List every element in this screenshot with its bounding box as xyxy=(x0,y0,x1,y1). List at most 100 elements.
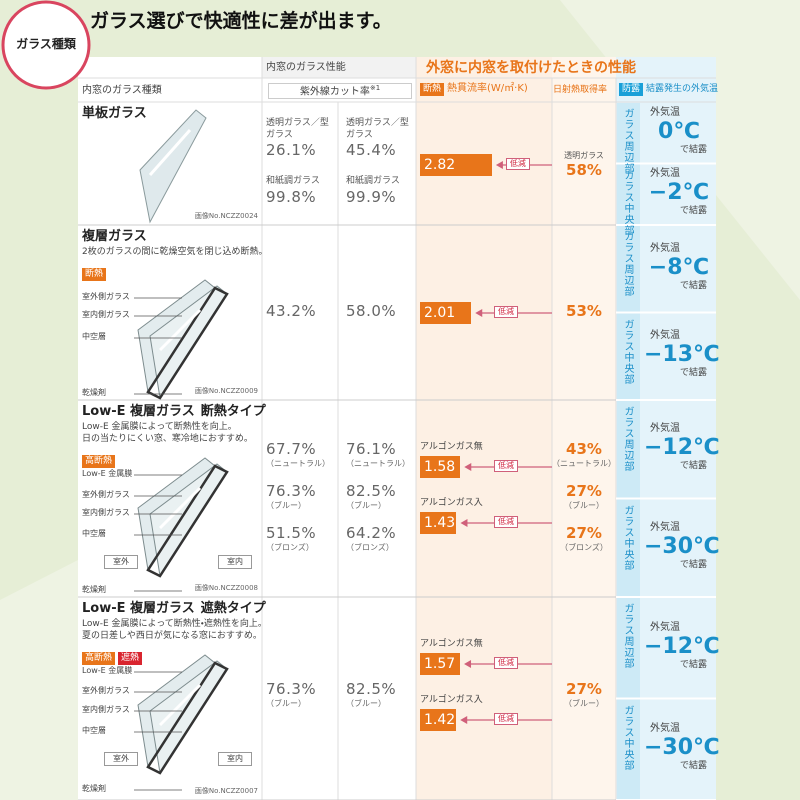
heat-value: 1.58 xyxy=(424,459,456,475)
dew-area: ガラス中央部 xyxy=(622,169,633,236)
uv-value: 82.5% xyxy=(346,680,397,698)
dew-temp-label: 外気温 xyxy=(650,423,680,435)
dew-area-bg xyxy=(617,226,640,312)
part-label: 中空層 xyxy=(82,332,106,341)
glass-frame xyxy=(146,286,229,400)
header-bg xyxy=(262,57,416,78)
dew-suffix: で結露 xyxy=(680,559,708,570)
reduce-label: 低減 xyxy=(494,516,518,528)
glass-pane xyxy=(139,109,207,224)
solar-value: 27% xyxy=(566,524,602,542)
uv-label: 透明ガラス／型ガラス xyxy=(266,118,329,140)
uv-value: 51.5% xyxy=(266,524,317,542)
header-text: 熱貫流率(W/㎡·K) xyxy=(447,83,528,94)
arrow-head xyxy=(495,161,503,169)
dew-suffix: で結露 xyxy=(680,280,708,291)
part-label: 乾燥剤 xyxy=(82,388,106,397)
reduce-label: 低減 xyxy=(494,657,518,669)
dew-temp-label: 外気温 xyxy=(650,521,680,533)
uv-item: 64.2% （ブロンズ） xyxy=(346,524,416,553)
glass-shine xyxy=(148,129,192,176)
heat-bar: 2.82 xyxy=(420,154,492,176)
part-label: 室内側ガラス xyxy=(82,508,130,517)
page-title: ガラス選びで快適性に差が出ます。 xyxy=(90,10,392,32)
heat-bar: 1.43 xyxy=(420,512,457,534)
dew-temp-label: 外気温 xyxy=(650,621,680,633)
uv-item: 67.7% （ニュートラル） xyxy=(266,440,336,469)
badge-circle xyxy=(1,0,91,90)
heat-label: アルゴンガス無 xyxy=(420,639,483,649)
image-no: 画像No.NCZZ0024 xyxy=(194,212,258,220)
glass-name: 単板ガラス xyxy=(82,106,147,122)
part-label: 室外側ガラス xyxy=(82,292,130,301)
dew-suffix: で結露 xyxy=(680,206,708,217)
side-box: 室外 xyxy=(104,752,138,766)
bg-shape xyxy=(0,560,78,800)
uv-item: 76.1% （ニュートラル） xyxy=(346,440,416,469)
heat-label: アルゴンガス入 xyxy=(420,498,483,508)
dew-temp: −12℃ xyxy=(644,633,720,659)
dew-area-bg xyxy=(617,598,640,698)
uv-value: 43.2% xyxy=(266,302,317,320)
heat-label: アルゴンガス無 xyxy=(420,442,483,452)
solar-item: 27% （ブロンズ） xyxy=(552,524,616,553)
glass-desc: 夏の日差しや西日が気になる窓におすすめ。 xyxy=(82,631,262,641)
dew-temp-label: 外気温 xyxy=(650,106,680,118)
uv-note: （ブルー） xyxy=(266,699,306,708)
header-text: 紫外線カット率 xyxy=(299,86,370,98)
side-box: 室内 xyxy=(218,555,252,569)
uv-note: （ニュートラル） xyxy=(266,459,330,468)
header-text: 外窓に内窓を取付けたときの性能 xyxy=(426,60,636,76)
feature-badge: 高断熱 xyxy=(82,652,116,665)
glass-shine xyxy=(158,486,202,530)
dew-suffix: で結露 xyxy=(680,368,708,379)
feature-badge: 高断熱 xyxy=(82,455,116,468)
dew-temp: −13℃ xyxy=(644,342,720,368)
uv-value: 45.4% xyxy=(346,141,397,160)
glass-frame xyxy=(146,661,229,775)
dew-area: ガラス周辺部 xyxy=(622,231,633,297)
glass-name-text: 単板ガラス xyxy=(82,106,147,121)
arrow-head xyxy=(460,716,468,724)
badge-row: 高断熱 xyxy=(82,448,118,468)
arrow-head xyxy=(464,660,472,668)
uv-value: 64.2% xyxy=(346,524,397,542)
glass-desc: 日の当たりにくい窓、寒冷地におすすめ。 xyxy=(82,434,253,444)
reduce-label: 低減 xyxy=(494,713,518,725)
header-badge: 防露 xyxy=(619,83,644,96)
dew-area-bg xyxy=(617,313,640,399)
glass-name: Low-E 複層ガラス 断熱タイプ xyxy=(82,404,266,420)
image-no: 画像No.NCZZ0008 xyxy=(194,584,258,592)
heat-bar: 1.57 xyxy=(420,653,461,675)
uv-label: 透明ガラス／型ガラス xyxy=(346,118,409,140)
badge-text: ガラス種類 xyxy=(16,37,76,51)
uv-item: 82.5% （ブルー） xyxy=(346,680,416,709)
solar-item: 53% xyxy=(552,302,616,320)
solar-value: 43% xyxy=(566,440,602,458)
heat-value: 1.43 xyxy=(424,515,456,531)
glass-shine xyxy=(158,308,202,352)
heat-value: 1.42 xyxy=(424,712,456,728)
uv-value: 76.3% xyxy=(266,482,317,500)
solar-value: 58% xyxy=(566,161,602,179)
dew-area: ガラス周辺部 xyxy=(622,603,633,669)
uv-value: 58.0% xyxy=(346,302,397,320)
glass-desc: Low-E 金属膜によって断熱性・遮熱性を向上。 xyxy=(82,619,267,629)
glass-frame xyxy=(146,464,229,578)
glass-subtype: 遮熱タイプ xyxy=(200,601,266,616)
glass-desc: 2枚のガラスの間に乾燥空気を閉じ込め断熱。 xyxy=(82,247,268,257)
dew-temp: −30℃ xyxy=(644,735,720,761)
heat-bar: 2.01 xyxy=(420,302,472,324)
dew-area-bg xyxy=(617,499,640,596)
heat-value: 2.01 xyxy=(424,305,456,321)
part-label: Low-E 金属膜 xyxy=(82,469,133,478)
heat-value: 2.82 xyxy=(424,157,456,173)
glass-shine xyxy=(158,683,202,727)
heat-bar: 1.42 xyxy=(420,709,457,731)
solar-value: 27% xyxy=(566,482,602,500)
solar-label: 透明ガラス xyxy=(564,151,604,160)
uv-note: （ブロンズ） xyxy=(266,543,314,552)
glass-name: 複層ガラス xyxy=(82,229,147,245)
uv-value: 99.8% xyxy=(266,187,317,206)
uv-item: 和紙調ガラス 99.9% xyxy=(346,176,416,206)
